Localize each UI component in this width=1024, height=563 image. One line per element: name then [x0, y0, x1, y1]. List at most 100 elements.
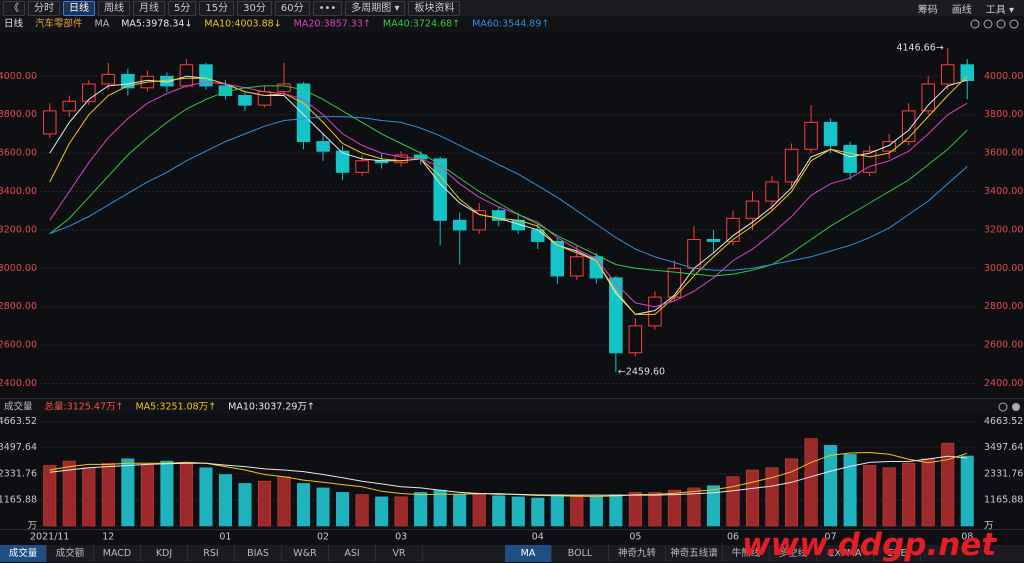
volume-bar — [706, 485, 721, 527]
toolbar-button[interactable]: 板块资料 — [408, 0, 461, 16]
toolbar-button[interactable]: 日线 — [63, 0, 95, 16]
y-tick-label: 3400.00 — [984, 186, 1023, 197]
toolbar-button[interactable]: 分时 — [28, 0, 60, 16]
pane-icons[interactable] — [970, 19, 1020, 412]
x-tick-label: 08 — [961, 532, 973, 543]
indicator-tabs: 成交量 成交额 MACD KDJ RSI BIAS W&R ASI VR MA BOLL 神奇九转 神奇… — [0, 545, 1024, 562]
candle-body — [726, 217, 740, 242]
candle-body — [355, 160, 369, 173]
candle-body — [394, 154, 408, 164]
toolbar-button[interactable]: 15分 — [199, 0, 235, 16]
indicator-tab[interactable]: VR — [376, 545, 423, 562]
indicator-tab[interactable]: 多空线 — [770, 545, 817, 562]
candle-body — [316, 141, 330, 152]
candle-body — [570, 256, 584, 277]
ma-line — [49, 455, 968, 496]
indicator-tab[interactable]: 成交量 — [0, 545, 47, 562]
volume-bar — [414, 492, 428, 527]
candle-body — [452, 219, 467, 231]
volume-bar — [394, 496, 408, 527]
total-label: 总量:3125.47万↑ — [45, 401, 124, 413]
pane-title: 成交量 — [4, 401, 33, 413]
indicator-tab[interactable]: W&R — [282, 545, 329, 562]
volume-bar — [882, 467, 896, 527]
indicator-tab[interactable]: ASI — [329, 545, 376, 562]
indicator-tab[interactable]: MACD — [94, 545, 141, 562]
x-tick-label: 01 — [219, 532, 231, 543]
toolbar-button[interactable]: 30分 — [237, 0, 272, 16]
volume-bar — [960, 455, 974, 527]
indicator-tab[interactable]: 神奇五线谱 — [666, 545, 723, 562]
ma-line — [49, 85, 968, 277]
candle-body — [609, 277, 623, 354]
y-tick-label: 4000.00 — [984, 71, 1023, 82]
volume-bar — [277, 476, 291, 527]
legend-entry: MA5:3978.34↓ — [121, 19, 192, 30]
y-tick-label: 3200.00 — [0, 224, 37, 235]
volume-bar — [238, 483, 252, 527]
candle-body — [296, 83, 311, 143]
indicator-tab[interactable]: BOLL — [552, 545, 609, 562]
indicator: MA — [95, 19, 110, 30]
volume-bar — [375, 496, 389, 527]
toolbar-button[interactable]: 《 — [3, 0, 25, 16]
candle-body — [882, 141, 896, 152]
candle-body — [921, 83, 935, 112]
candle-body — [43, 110, 57, 135]
indicator-tab[interactable]: EXPMA — [817, 545, 874, 562]
indicator-tab[interactable]: BIAS — [235, 545, 282, 562]
indicator-tab[interactable]: 牛熊线 — [723, 545, 770, 562]
toolbar-button[interactable]: 月线 — [133, 0, 165, 16]
candle-body — [706, 238, 721, 242]
indicator-tab[interactable]: KDJ — [141, 545, 188, 562]
x-tick-label: 02 — [317, 532, 329, 543]
candle-body — [62, 100, 77, 112]
legend-entry: MA10:3037.29万↑ — [228, 402, 315, 413]
annotation: ←2459.60 — [618, 367, 665, 378]
y-tick-label: 1165.88 — [984, 494, 1023, 505]
volume-bar — [336, 492, 350, 527]
y-tick-label: 2331.76 — [984, 468, 1023, 479]
legend-entry: MA40:3724.68↑ — [383, 19, 460, 30]
toolbar-button[interactable]: 画线 — [951, 4, 972, 16]
volume-bar — [628, 492, 642, 527]
volume-bar — [648, 492, 662, 527]
legend-entry: MA10:4003.88↓ — [204, 19, 281, 30]
volume-bar — [941, 442, 955, 527]
volume-bar — [62, 460, 76, 527]
volume-bar — [472, 494, 486, 527]
legend-bar — [0, 16, 1024, 32]
ma-line — [49, 81, 968, 308]
volume-bar — [140, 465, 154, 527]
volume-bar — [511, 496, 525, 527]
indicator-tab[interactable]: ENE — [874, 545, 921, 562]
indicator-tab[interactable]: RSI — [188, 545, 235, 562]
candle-body — [940, 64, 955, 85]
volume-bar — [82, 467, 96, 527]
toolbar-button[interactable]: 多周期图 ▾ — [345, 0, 406, 16]
toolbar-button[interactable]: 5分 — [168, 0, 197, 16]
indicator-tab[interactable]: 神奇九转 — [609, 545, 666, 562]
x-tick-label: 07 — [825, 532, 837, 543]
indicator-tab[interactable]: MA — [505, 545, 552, 562]
volume-bar — [492, 495, 506, 527]
toolbar: 《分时 日线 周线 月线 5分 15分 30分 60分 ••• 多周期图 ▾ 板块资料 筹码 画线 工具 … — [0, 0, 1024, 16]
toolbar-button[interactable]: 工具 ▾ — [985, 4, 1014, 16]
toolbar-button[interactable]: ••• — [312, 0, 343, 16]
volume-bar — [550, 494, 564, 527]
candle-body — [745, 200, 760, 219]
candle-body — [472, 210, 486, 231]
toolbar-button[interactable]: 60分 — [274, 0, 310, 16]
y-tick-label: 2600.00 — [984, 340, 1023, 351]
toolbar-button[interactable]: 周线 — [98, 0, 130, 16]
candle-body — [784, 148, 799, 183]
volume-bar — [921, 458, 935, 527]
volume-bar — [316, 487, 330, 527]
toolbar-button[interactable]: 筹码 — [917, 4, 938, 16]
indicator-tab[interactable]: 成交额 — [47, 545, 94, 562]
candle-body — [531, 229, 545, 242]
volume-bar — [863, 465, 877, 527]
y-tick-label: 3600.00 — [0, 148, 37, 159]
candle-body — [823, 121, 838, 146]
volume-bar — [257, 480, 272, 527]
